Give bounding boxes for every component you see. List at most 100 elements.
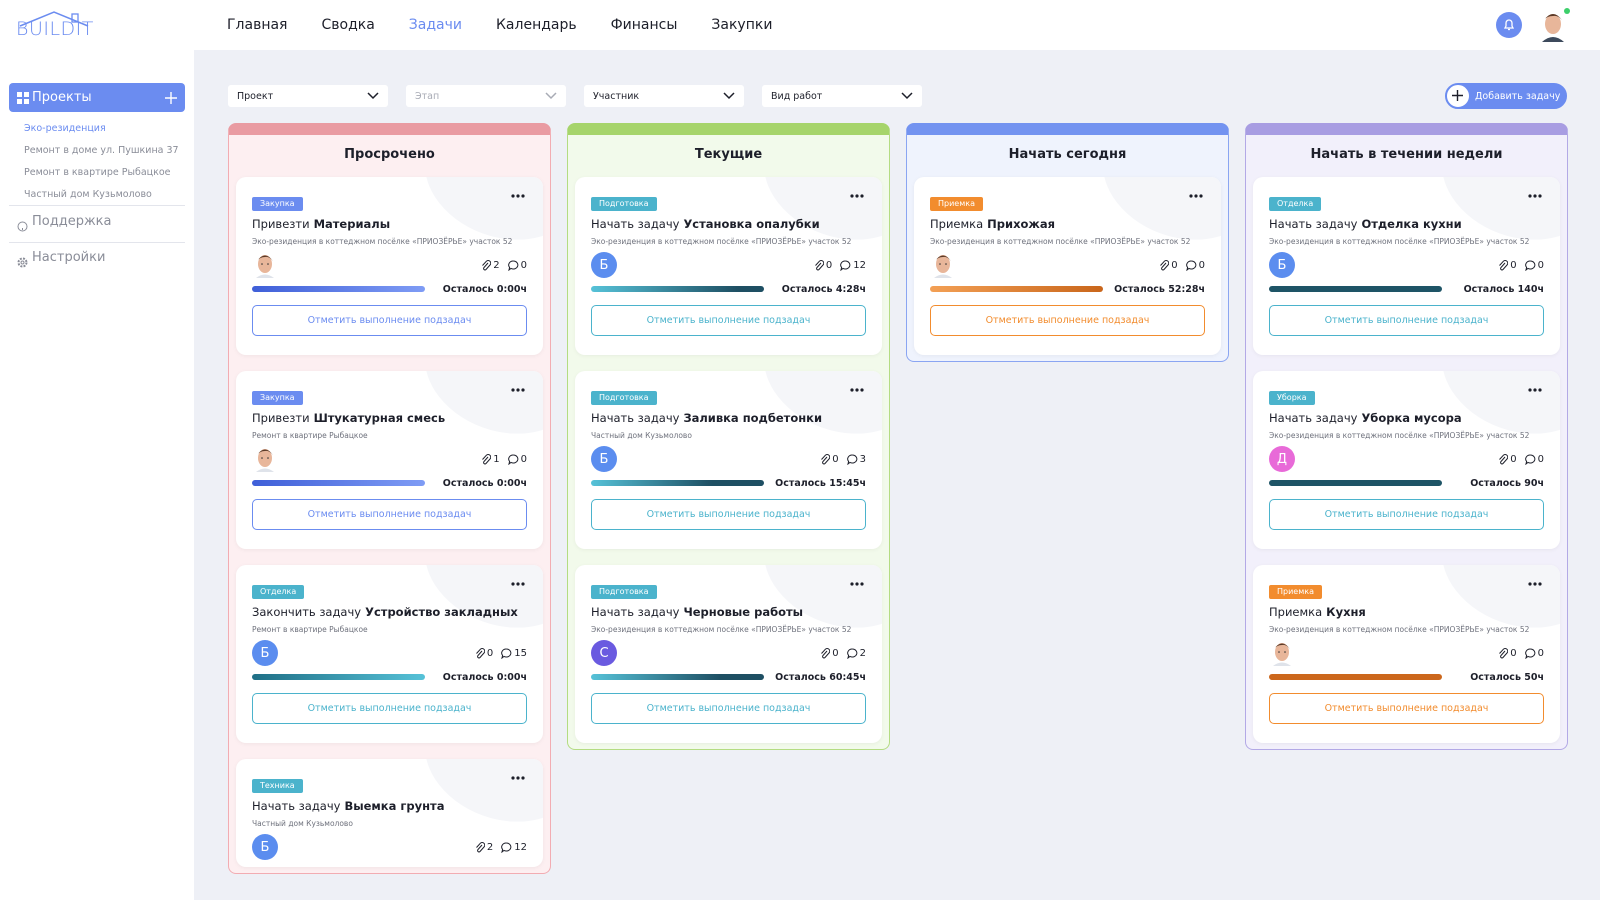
projects-menu[interactable]: Проекты — [9, 83, 185, 112]
comments: 12 — [840, 260, 866, 271]
column: Начать в течении недели Отделка Начать зад… — [1245, 123, 1568, 750]
menu-dots[interactable] — [1189, 193, 1203, 199]
assignee-avatar: С — [591, 640, 617, 666]
menu-dots[interactable] — [850, 193, 864, 199]
task-card[interactable]: Отделка Начать задачу Отделка кухни Эко-рез… — [1253, 177, 1560, 355]
task-card[interactable]: Закупка Привезти Материалы Эко-резиденция в… — [236, 177, 543, 355]
task-action: Начать задачу — [1269, 217, 1358, 231]
clip-icon — [821, 647, 831, 658]
task-card[interactable]: Подготовка Начать задачу Черновые работы Эк… — [575, 565, 882, 743]
task-meta: 0 12 — [814, 260, 866, 271]
task-action: Начать задачу — [591, 605, 680, 619]
clip-icon — [1160, 259, 1170, 270]
complete-subtasks-button[interactable]: Отметить выполнение подзадач — [591, 499, 866, 530]
column: Начать сегодня Приемка Приемка Прихожая Эко-… — [906, 123, 1229, 362]
user-avatar[interactable] — [1536, 8, 1570, 42]
project-item[interactable]: Эко-резиденция — [24, 123, 106, 134]
attachments-count: 2 — [486, 841, 494, 853]
task-subject: Прихожая — [987, 217, 1055, 231]
task-meta-row: Б 2 12 — [252, 834, 527, 860]
task-card[interactable]: Уборка Начать задачу Уборка мусора Эко-рези… — [1253, 371, 1560, 549]
nav-item[interactable]: Календарь — [495, 17, 577, 33]
menu-dots[interactable] — [511, 581, 525, 587]
comment-icon — [846, 648, 857, 659]
add-task-button[interactable]: Добавить задачу — [1445, 83, 1567, 109]
attachments-count: 0 — [1510, 259, 1517, 271]
complete-subtasks-button[interactable]: Отметить выполнение подзадач — [591, 693, 866, 724]
task-subject: Устройство закладных — [365, 605, 518, 619]
filter[interactable]: Вид работ — [762, 85, 922, 107]
project-item[interactable]: Ремонт в квартире Рыбацкое — [24, 167, 171, 178]
logo[interactable]: BUILDIT — [16, 10, 96, 40]
complete-subtasks-button[interactable]: Отметить выполнение подзадач — [1269, 499, 1544, 530]
progress-bar — [252, 480, 425, 486]
menu-dots[interactable] — [1528, 387, 1542, 393]
support[interactable]: Поддержка — [32, 214, 112, 229]
menu-dots[interactable] — [850, 387, 864, 393]
attachments-count: 0 — [1171, 259, 1178, 271]
menu-dots[interactable] — [511, 775, 525, 781]
nav-item[interactable]: Финансы — [610, 17, 678, 33]
progress-row: Осталось 90ч — [1269, 476, 1544, 490]
nav-item[interactable]: Главная — [227, 17, 288, 33]
nav-item[interactable]: Закупки — [711, 17, 773, 33]
complete-subtasks-button[interactable]: Отметить выполнение подзадач — [252, 499, 527, 530]
task-title: Начать задачу Установка опалубки — [591, 217, 866, 231]
sidebar: Проекты Эко-резиденция Ремонт в доме ул. … — [0, 50, 194, 900]
projects-title: Проекты — [32, 90, 92, 105]
task-card[interactable]: Подготовка Начать задачу Установка опалубк… — [575, 177, 882, 355]
menu-dots[interactable] — [511, 193, 525, 199]
complete-subtasks-button[interactable]: Отметить выполнение подзадач — [1269, 693, 1544, 724]
task-card[interactable]: Подготовка Начать задачу Заливка подбетонк… — [575, 371, 882, 549]
task-card[interactable]: Отделка Закончить задачу Устройство заклад… — [236, 565, 543, 743]
comments-count: 0 — [520, 259, 527, 271]
menu-dots[interactable] — [850, 581, 864, 587]
filter[interactable]: Участник — [584, 85, 744, 107]
chevron — [901, 92, 913, 100]
task-card[interactable]: Закупка Привезти Штукатурная смесь Ремонт в… — [236, 371, 543, 549]
complete-subtasks-button[interactable]: Отметить выполнение подзадач — [591, 305, 866, 336]
notifications[interactable] — [1496, 12, 1522, 38]
filter[interactable]: Этап — [406, 85, 566, 107]
support-icon — [17, 221, 28, 232]
complete-subtasks-button[interactable]: Отметить выполнение подзадач — [1269, 305, 1544, 336]
attachments: 0 — [820, 647, 839, 659]
task-project: Эко-резиденция в коттеджном посёлке «ПРИ… — [1269, 625, 1530, 634]
task-card[interactable]: Приемка Приемка Кухня Эко-резиденция в котт… — [1253, 565, 1560, 743]
task-card[interactable]: Техника Начать задачу Выемка грунта Частный… — [236, 759, 543, 867]
clip-icon — [476, 841, 485, 852]
task-action: Начать задачу — [252, 799, 341, 813]
assignee-avatar: Д — [1269, 446, 1295, 472]
attachments-count: 0 — [832, 453, 839, 465]
menu-dots[interactable] — [1528, 581, 1542, 587]
comments-count: 12 — [514, 841, 527, 853]
filter[interactable]: Проект — [228, 85, 388, 107]
add-project[interactable] — [165, 92, 177, 104]
progress-row: Осталось 50ч — [1269, 670, 1544, 684]
comments: 0 — [1524, 648, 1544, 659]
comments-count: 15 — [514, 647, 527, 659]
attachments-count: 0 — [486, 647, 494, 659]
complete-subtasks-button[interactable]: Отметить выполнение подзадач — [252, 305, 527, 336]
menu-dots[interactable] — [1528, 193, 1542, 199]
complete-subtasks-button[interactable]: Отметить выполнение подзадач — [930, 305, 1205, 336]
nav-item[interactable]: Сводка — [321, 17, 375, 33]
complete-subtasks-button[interactable]: Отметить выполнение подзадач — [252, 693, 527, 724]
project-item[interactable]: Ремонт в доме ул. Пушкина 37 — [24, 145, 179, 156]
task-tag: Закупка — [252, 391, 303, 405]
task-subject: Кухня — [1326, 605, 1366, 619]
time-remaining: Осталось 50ч — [1470, 671, 1544, 683]
photo — [1273, 643, 1291, 666]
task-title: Начать задачу Выемка грунта — [252, 799, 527, 813]
project-item[interactable]: Частный дом Кузьмолово — [24, 189, 152, 200]
task-card[interactable]: Приемка Приемка Прихожая Эко-резиденция в к… — [914, 177, 1221, 355]
settings[interactable]: Настройки — [32, 250, 106, 265]
nav-item[interactable]: Задачи — [408, 17, 462, 33]
clip-icon — [482, 453, 492, 464]
menu-dots[interactable] — [511, 387, 525, 393]
